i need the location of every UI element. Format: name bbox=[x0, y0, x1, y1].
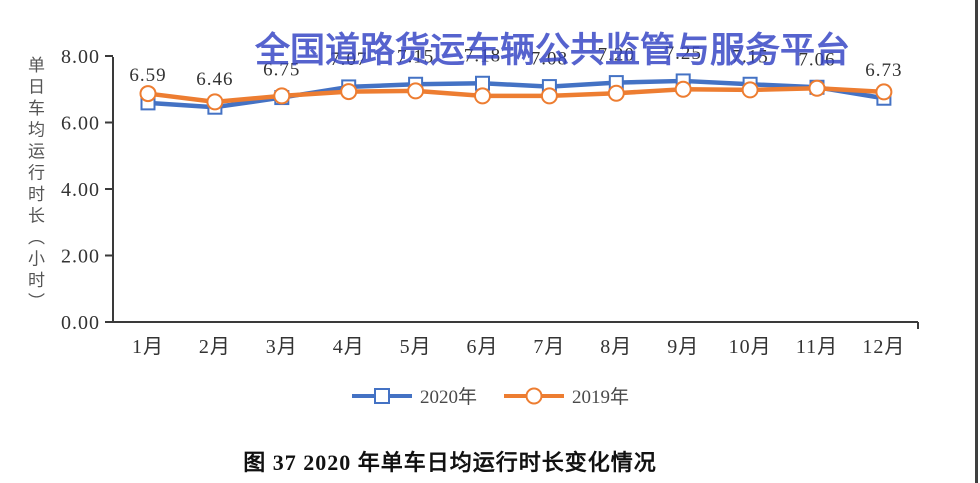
x-tick-label: 9月 bbox=[667, 336, 699, 358]
screenshot-right-border bbox=[975, 0, 978, 483]
data-label: 6.59 bbox=[129, 65, 166, 86]
y-tick-label: 6.00 bbox=[61, 113, 100, 135]
x-tick-label: 10月 bbox=[729, 336, 772, 358]
data-label: 7.06 bbox=[798, 49, 835, 70]
x-tick-label: 7月 bbox=[533, 336, 565, 358]
data-label: 6.75 bbox=[263, 60, 300, 81]
line-circle-marker-icon bbox=[504, 387, 564, 404]
legend-item-2020: 2020年 bbox=[351, 382, 477, 409]
watermark-text: 全国道路货运车辆公共监管与服务平台 bbox=[255, 31, 851, 70]
data-label: 7.15 bbox=[731, 46, 768, 67]
legend-label-2020: 2020年 bbox=[419, 387, 477, 408]
figure-caption: 图 37 2020 年单车日均运行时长变化情况 bbox=[243, 450, 657, 475]
y-tick-label: 0.00 bbox=[61, 312, 100, 334]
y-tick-label: 8.00 bbox=[61, 46, 100, 68]
line-square-marker-icon bbox=[351, 387, 412, 404]
x-tick-label: 11月 bbox=[796, 336, 838, 358]
chart-axes-layer: 8.00 6.00 4.00 2.00 0.00 1月 2月 3月 4月 5月 6月 7月 8月 9月 10… bbox=[61, 43, 919, 358]
x-tick-label: 1月 bbox=[132, 336, 164, 358]
data-label: 6.73 bbox=[865, 60, 902, 81]
y-axis-title: 单日车均运行时长（小时） bbox=[25, 56, 44, 314]
x-tick-label: 6月 bbox=[467, 336, 499, 358]
data-label: 6.46 bbox=[196, 69, 233, 90]
data-label: 7.15 bbox=[397, 46, 434, 67]
x-tick-label: 4月 bbox=[333, 336, 365, 358]
x-tick-label: 12月 bbox=[862, 336, 905, 358]
chart-legend: 2020年 2019年 bbox=[0, 382, 980, 409]
legend-label-2019: 2019年 bbox=[572, 387, 630, 408]
data-label: 7.20 bbox=[598, 45, 635, 66]
data-label: 7.07 bbox=[330, 49, 367, 70]
data-label: 7.08 bbox=[531, 49, 568, 70]
data-label: 7.18 bbox=[464, 45, 501, 66]
legend-item-2019: 2019年 bbox=[503, 382, 629, 409]
y-tick-label: 4.00 bbox=[61, 179, 100, 201]
x-tick-label: 3月 bbox=[266, 336, 298, 358]
y-tick-label: 2.00 bbox=[61, 246, 100, 268]
x-tick-label: 8月 bbox=[600, 336, 632, 358]
x-tick-label: 2月 bbox=[199, 336, 231, 358]
data-label: 7.25 bbox=[665, 43, 702, 64]
x-tick-label: 5月 bbox=[400, 336, 432, 358]
